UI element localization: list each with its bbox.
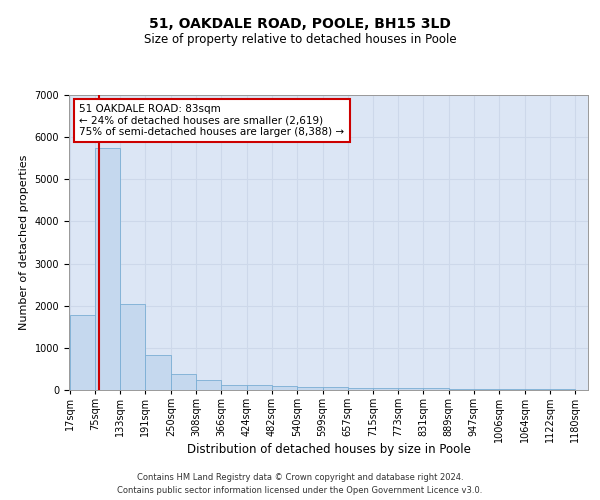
Bar <box>120 304 145 390</box>
Bar <box>323 388 348 390</box>
Bar <box>474 388 499 390</box>
Text: Contains HM Land Registry data © Crown copyright and database right 2024.: Contains HM Land Registry data © Crown c… <box>137 472 463 482</box>
Bar <box>297 387 323 390</box>
Bar <box>70 315 95 390</box>
Y-axis label: Number of detached properties: Number of detached properties <box>19 155 29 330</box>
Bar <box>524 389 550 390</box>
Text: Size of property relative to detached houses in Poole: Size of property relative to detached ho… <box>143 32 457 46</box>
Bar <box>449 388 474 390</box>
Bar <box>499 389 524 390</box>
Bar <box>171 374 196 390</box>
Bar <box>348 388 373 390</box>
Bar <box>373 388 398 390</box>
Text: Distribution of detached houses by size in Poole: Distribution of detached houses by size … <box>187 442 471 456</box>
Bar <box>196 380 221 390</box>
Bar <box>247 386 272 390</box>
Bar <box>145 355 171 390</box>
Text: 51, OAKDALE ROAD, POOLE, BH15 3LD: 51, OAKDALE ROAD, POOLE, BH15 3LD <box>149 18 451 32</box>
Bar <box>398 388 424 390</box>
Bar <box>95 148 120 390</box>
Text: 51 OAKDALE ROAD: 83sqm
← 24% of detached houses are smaller (2,619)
75% of semi-: 51 OAKDALE ROAD: 83sqm ← 24% of detached… <box>79 104 344 137</box>
Text: Contains public sector information licensed under the Open Government Licence v3: Contains public sector information licen… <box>118 486 482 495</box>
Bar <box>221 384 247 390</box>
Bar <box>272 386 297 390</box>
Bar <box>424 388 449 390</box>
